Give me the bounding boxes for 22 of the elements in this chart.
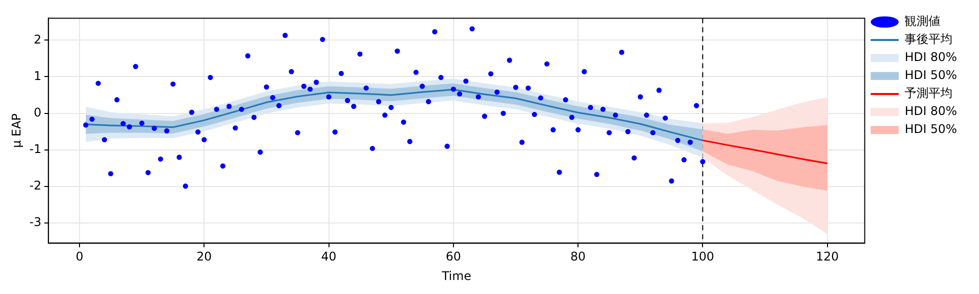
legend-label: HDI 80% xyxy=(904,50,958,64)
x-tick-label: 40 xyxy=(321,250,336,264)
x-tick-label: 0 xyxy=(76,250,84,264)
legend-label: HDI 50% xyxy=(904,68,958,82)
legend-label: HDI 50% xyxy=(904,122,958,136)
x-tick-label: 100 xyxy=(691,250,714,264)
legend-label: HDI 80% xyxy=(904,104,958,118)
y-tick-label: 2 xyxy=(34,32,42,46)
legend-label: 観測値 xyxy=(904,14,941,28)
y-tick-label: -3 xyxy=(29,215,42,230)
x-tick-label: 120 xyxy=(816,250,839,264)
y-axis-title: μ EAP xyxy=(9,113,24,148)
y-tick-label: -2 xyxy=(29,178,42,193)
legend-label: 事後平均 xyxy=(904,32,953,46)
legend-label: 予測平均 xyxy=(904,86,953,100)
y-tick-label: -1 xyxy=(29,142,42,156)
x-tick-label: 80 xyxy=(570,250,586,264)
x-tick-label: 20 xyxy=(196,250,212,264)
y-tick-label: 0 xyxy=(34,105,42,120)
x-tick-label: 60 xyxy=(446,250,462,264)
x-axis-title: Time xyxy=(440,268,472,283)
y-tick-label: 1 xyxy=(34,68,42,83)
